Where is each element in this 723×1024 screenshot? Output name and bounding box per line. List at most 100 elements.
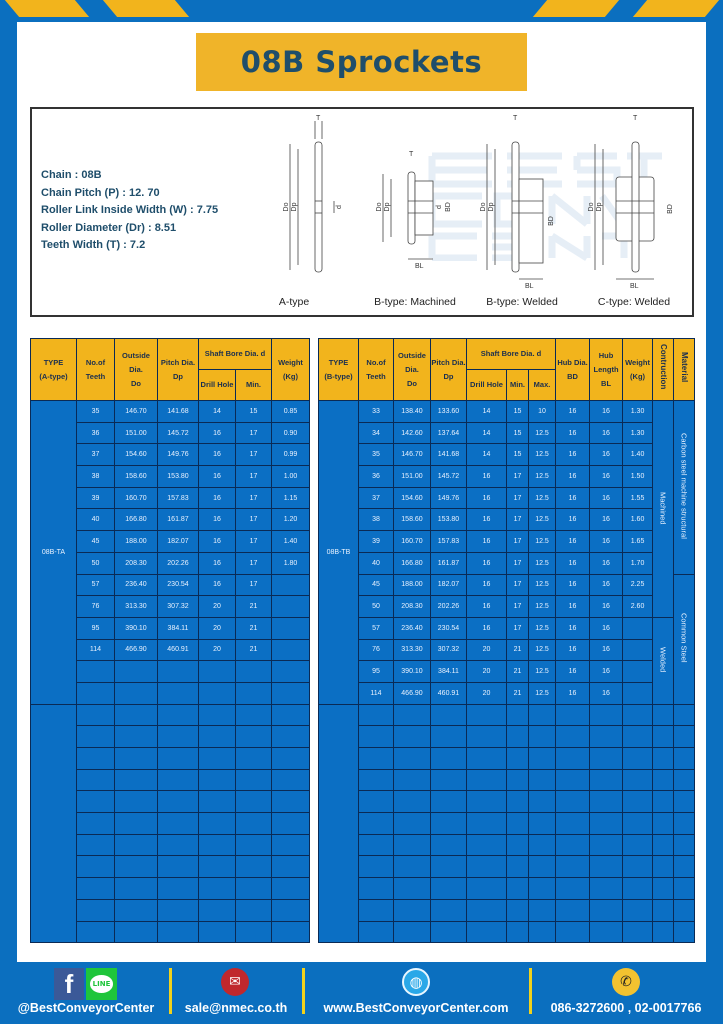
table-cell: 16: [555, 573, 591, 597]
table-cell: [430, 920, 467, 944]
table-cell: 460.91: [430, 681, 467, 705]
table-cell: 16: [555, 638, 591, 662]
table-cell: [198, 703, 236, 727]
table-cell: [555, 855, 591, 879]
material-cell: [673, 812, 696, 835]
table-row: [319, 768, 696, 792]
email-icon[interactable]: ✉: [221, 968, 249, 996]
facebook-icon[interactable]: f: [54, 968, 84, 1000]
text-label: Weight: [625, 357, 650, 367]
table-row: [31, 833, 310, 857]
globe-icon[interactable]: ◍: [402, 968, 430, 996]
table-cell: [76, 790, 115, 814]
footer-contact-bar: f LINE @BestConveyorCenter ✉ sale@nmec.c…: [0, 962, 723, 1024]
table-cell: [393, 747, 431, 770]
table-cell: [622, 768, 654, 792]
table-cell: [527, 855, 557, 879]
table-cell: 154.60: [114, 443, 158, 467]
table-cell: [555, 898, 591, 922]
table-cell: 17: [235, 486, 272, 510]
table-cell: [430, 812, 467, 835]
table-cell: 1.00: [271, 465, 310, 488]
table-cell: 20: [466, 681, 507, 705]
table-cell: [157, 790, 199, 814]
table-cell: [271, 638, 310, 662]
table-cell: 50: [76, 551, 115, 575]
table-cell: [527, 812, 557, 835]
table-row: [319, 877, 696, 900]
table-cell: [114, 898, 158, 922]
table-cell: 16: [589, 595, 624, 618]
text-label: Pitch Dia.: [431, 357, 466, 367]
table-cell: [358, 855, 394, 879]
table-row: [31, 747, 310, 770]
table-cell: 0.90: [271, 421, 310, 445]
table-cell: [527, 833, 557, 857]
table-cell: 36: [358, 465, 394, 488]
divider: [529, 968, 532, 1014]
table-cell: 15: [506, 443, 529, 467]
table-cell: [235, 747, 272, 770]
table-cell: 17: [235, 465, 272, 488]
line-icon[interactable]: LINE: [86, 968, 117, 1000]
table-cell: 2.60: [622, 595, 654, 618]
table-cell: [589, 725, 624, 748]
table-cell: [555, 768, 591, 792]
text-label: BD: [445, 202, 452, 212]
table-cell: [271, 595, 310, 618]
table-cell: 230.54: [430, 616, 467, 640]
table-cell: [466, 747, 507, 770]
social-handle[interactable]: @BestConveyorCenter: [17, 1001, 155, 1015]
a-type-drawing: T Do Dp d: [283, 115, 343, 273]
table-cell: 20: [466, 660, 507, 683]
construction-cell: [652, 768, 675, 792]
table-cell: 15: [506, 400, 529, 423]
table-row: [31, 725, 310, 748]
table-row: [31, 920, 310, 944]
email-link[interactable]: sale@nmec.co.th: [184, 1001, 288, 1015]
table-row: [31, 877, 310, 900]
table-cell: [358, 747, 394, 770]
table-row: 57 236.40 230.54 16 17: [31, 573, 310, 597]
table-cell: [235, 703, 272, 727]
table-cell: [198, 768, 236, 792]
table-cell: 16: [589, 573, 624, 597]
col-material: Material: [673, 338, 696, 401]
table-cell: 76: [358, 638, 394, 662]
table-cell: 16: [555, 465, 591, 488]
table-cell: 230.54: [157, 573, 199, 597]
table-cell: 157.83: [430, 530, 467, 553]
table-cell: [271, 616, 310, 640]
construction-cell: [652, 725, 675, 748]
table-cell: 12.5: [527, 573, 557, 597]
table-cell: 40: [358, 551, 394, 575]
table-cell: [466, 855, 507, 879]
table-cell: [622, 616, 654, 640]
table-cell: [76, 877, 115, 900]
text-label: Outside: [398, 350, 426, 360]
text-label: (A-type): [39, 371, 68, 381]
table-cell: 188.00: [393, 573, 431, 597]
table-cell: 40: [76, 508, 115, 532]
drawing-line: [314, 141, 323, 273]
table-cell: 21: [235, 638, 272, 662]
drawing-line: [631, 141, 640, 273]
table-row: 08B-TA 35 146.70 141.68 14 15 0.85: [30, 400, 310, 705]
text-label: TYPE: [43, 357, 64, 367]
website-link[interactable]: www.BestConveyorCenter.com: [323, 1001, 509, 1015]
table-cell: 16: [466, 530, 507, 553]
phone-numbers[interactable]: 086-3272600 , 02-0017766: [550, 1001, 702, 1015]
col-outside-dia: Outside Dia. Do: [114, 338, 158, 401]
table-cell: 12.5: [527, 638, 557, 662]
col-min: Min.: [506, 369, 529, 401]
table-cell: 146.70: [114, 400, 158, 423]
b-type-machined-drawing: Do Dp T d BD BL: [376, 151, 452, 270]
table-cell: [198, 855, 236, 879]
table-cell: [555, 812, 591, 835]
table-cell: 236.40: [393, 616, 431, 640]
table-cell: 154.60: [393, 486, 431, 510]
phone-icon[interactable]: ✆: [612, 968, 640, 996]
table-cell: [589, 898, 624, 922]
material-cell: [673, 768, 696, 792]
table-cell: [622, 725, 654, 748]
